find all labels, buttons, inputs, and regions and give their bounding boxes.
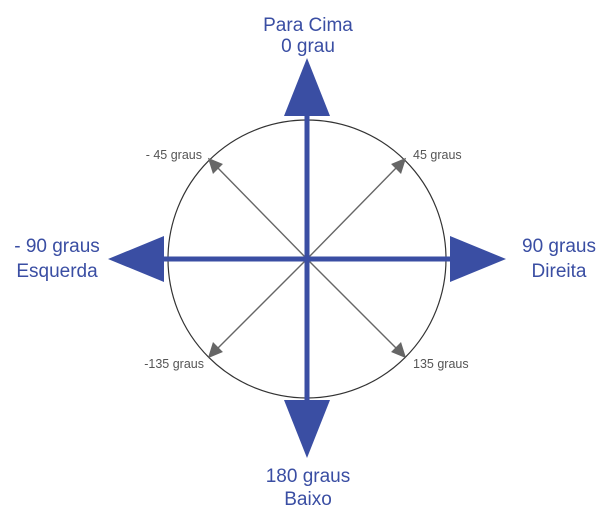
- diagonal-arrows: [207, 157, 407, 359]
- label-right-name: Direita: [532, 261, 587, 282]
- label-135: 135 graus: [413, 357, 469, 371]
- arrow-45-head: [391, 157, 407, 175]
- label-right-degrees: 90 graus: [522, 236, 596, 257]
- arrow-down-head: [284, 400, 330, 458]
- label-up-degrees: 0 grau: [281, 36, 335, 57]
- arrow-left-head: [108, 236, 164, 282]
- label-up-name: Para Cima: [263, 15, 353, 36]
- label-minus-135: -135 graus: [144, 357, 204, 371]
- arrow-minus-45-line: [215, 165, 308, 260]
- label-left-name: Esquerda: [16, 261, 98, 282]
- arrow-minus-45-head: [207, 157, 223, 175]
- arrow-135-head: [391, 341, 407, 359]
- label-down-name: Baixo: [284, 489, 332, 510]
- label-left-degrees: - 90 graus: [14, 236, 100, 257]
- arrow-minus-135-line: [215, 258, 308, 351]
- label-45: 45 graus: [413, 148, 462, 162]
- label-minus-45: - 45 graus: [146, 148, 202, 162]
- main-arrows: [108, 58, 506, 458]
- arrow-135-line: [306, 258, 399, 351]
- arrow-minus-135-head: [207, 341, 223, 359]
- arrow-right-head: [450, 236, 506, 282]
- label-down-degrees: 180 graus: [266, 466, 351, 487]
- arrow-45-line: [306, 165, 399, 260]
- arrow-up-head: [284, 58, 330, 116]
